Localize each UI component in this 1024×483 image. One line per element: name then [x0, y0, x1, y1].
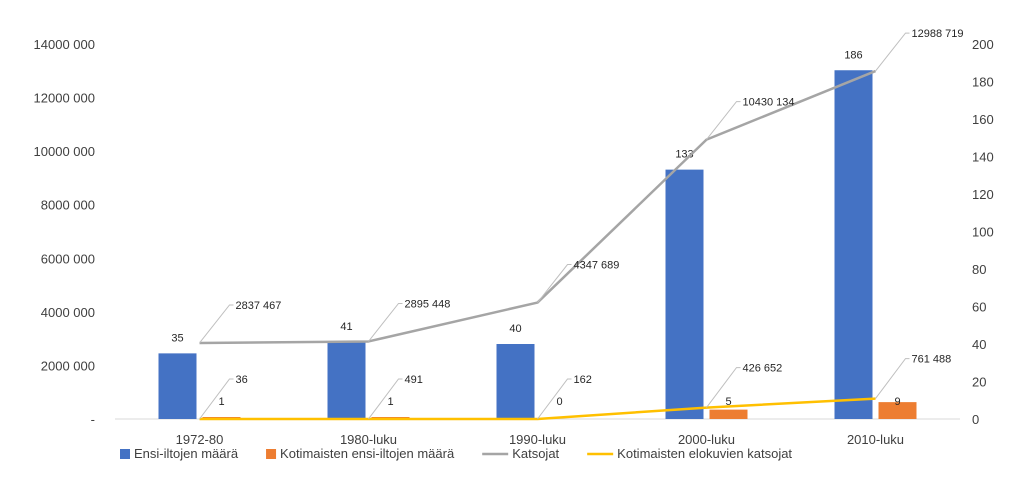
legend-swatch: [120, 449, 130, 459]
y-right-tick-label: 200: [972, 37, 994, 52]
legend-swatch: [266, 449, 277, 459]
data-label-leader: [537, 264, 572, 303]
bar-ensi-illat: [158, 353, 197, 419]
line-data-label: 10430 134: [743, 97, 795, 109]
y-right-tick-label: 120: [972, 187, 994, 202]
line-data-label: 36: [236, 374, 248, 386]
x-category-label: 1990-luku: [509, 432, 566, 447]
y-left-tick-label: 6000 000: [41, 251, 95, 266]
line-data-label: 2837 467: [236, 300, 282, 312]
line-data-label: 2895 448: [405, 298, 451, 310]
y-left-tick-label: -: [91, 412, 95, 427]
y-left-tick-label: 2000 000: [41, 358, 95, 373]
data-label-leader: [706, 101, 741, 140]
data-label-leader: [706, 367, 741, 408]
x-category-label: 2000-luku: [678, 432, 735, 447]
legend-label: Kotimaisten ensi-iltojen määrä: [280, 446, 455, 461]
line-data-label: 761 488: [912, 354, 952, 366]
y-right-tick-label: 20: [972, 375, 986, 390]
bar-ensi-illat: [496, 344, 535, 419]
bar-kotimaiset-ensi-illat: [878, 402, 917, 419]
line-data-label: 162: [574, 374, 592, 386]
data-label-leader: [199, 304, 234, 344]
data-label-leader: [368, 302, 403, 342]
y-left-tick-label: 8000 000: [41, 198, 95, 213]
y-right-tick-label: 40: [972, 337, 986, 352]
y-right-tick-label: 0: [972, 412, 979, 427]
legend-label: Kotimaisten elokuvien katsojat: [617, 446, 792, 461]
line-kotimaiset-katsojat: [199, 397, 876, 421]
bar-data-label: 186: [844, 49, 862, 61]
x-category-label: 1972-80: [176, 432, 224, 447]
bar-data-label: 5: [725, 396, 731, 408]
line-data-label: 491: [405, 374, 423, 386]
data-label-leader: [537, 378, 572, 420]
line-data-label: 426 652: [743, 363, 783, 375]
y-right-tick-label: 160: [972, 112, 994, 127]
data-label-leader: [875, 358, 910, 399]
bar-ensi-illat: [665, 169, 704, 419]
data-label-leader: [875, 32, 910, 72]
data-label-leader: [199, 378, 234, 420]
bar-data-label: 41: [340, 321, 352, 333]
bar-data-label: 9: [894, 396, 900, 408]
y-left-tick-label: 10000 000: [34, 144, 95, 159]
y-right-tick-label: 60: [972, 300, 986, 315]
data-label-leader: [368, 378, 403, 420]
y-right-tick-label: 180: [972, 75, 994, 90]
y-left-tick-label: 12000 000: [34, 91, 95, 106]
y-right-tick-label: 140: [972, 150, 994, 165]
bar-data-label: 40: [509, 323, 521, 335]
x-category-label: 1980-luku: [340, 432, 397, 447]
y-left-tick-label: 14000 000: [34, 37, 95, 52]
y-left-tick-label: 4000 000: [41, 305, 95, 320]
line-data-label: 4347 689: [574, 260, 620, 272]
bar-data-label: 1: [387, 396, 393, 408]
line-data-label: 12988 719: [912, 28, 964, 40]
bar-data-label: 35: [171, 332, 183, 344]
bar-data-label: 0: [556, 396, 562, 408]
bar-data-label: 1: [218, 396, 224, 408]
y-right-tick-label: 80: [972, 262, 986, 277]
bar-ensi-illat: [834, 70, 873, 419]
bar-ensi-illat: [327, 342, 366, 419]
bar-kotimaiset-ensi-illat: [709, 409, 748, 419]
legend-label: Ensi-iltojen määrä: [134, 446, 239, 461]
x-category-label: 2010-luku: [847, 432, 904, 447]
y-right-tick-label: 100: [972, 225, 994, 240]
legend-label: Katsojat: [512, 446, 559, 461]
